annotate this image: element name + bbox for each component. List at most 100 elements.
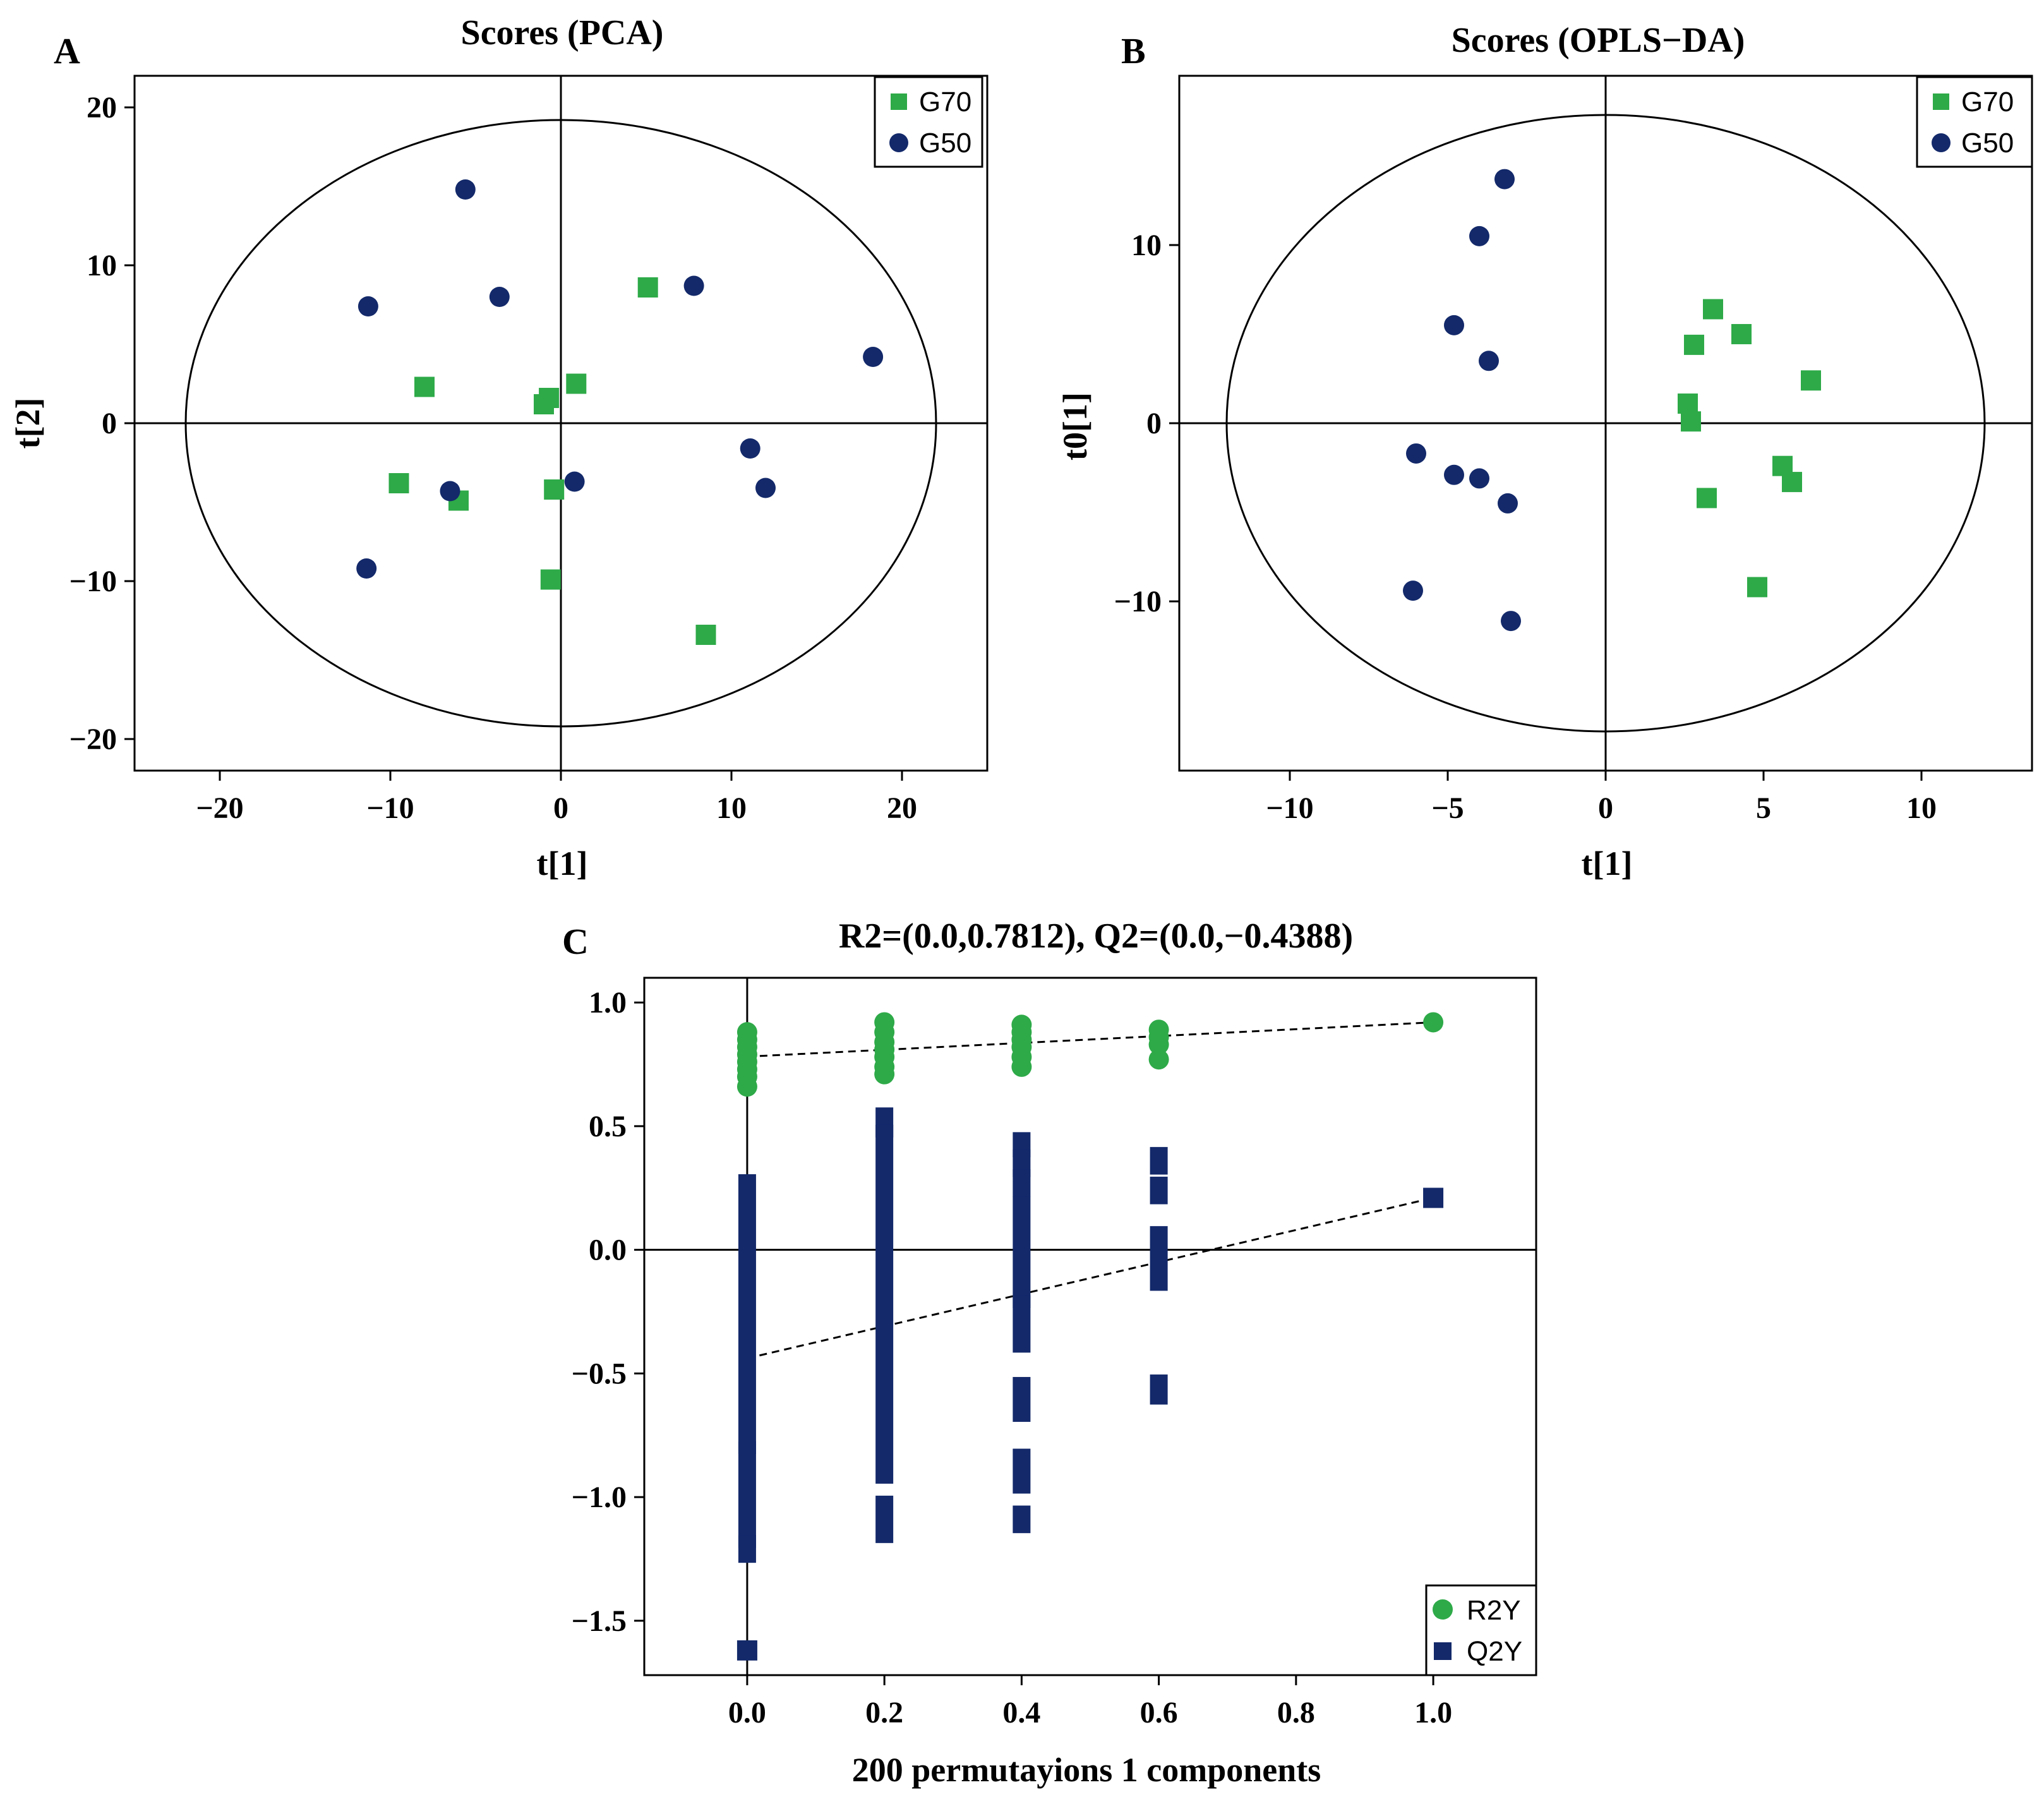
x-tick-label: 5 <box>1756 791 1771 825</box>
point-g50 <box>683 275 704 296</box>
y-tick-label: −20 <box>69 723 117 756</box>
panel-b-legend-box <box>1916 76 2033 168</box>
point-q2y <box>1423 1188 1444 1208</box>
x-tick-label: 10 <box>1906 791 1937 825</box>
x-tick-label: 0.4 <box>1002 1696 1040 1729</box>
point-g70 <box>1684 334 1704 355</box>
point-g50 <box>863 347 884 367</box>
panel-b-plot: −10 −5 0 5 10 −10 0 10 <box>1114 75 2033 825</box>
point-band-q2y <box>875 1495 894 1543</box>
point-g70 <box>388 473 409 493</box>
y-tick-label: 1.0 <box>589 986 627 1019</box>
y-tick-label: −10 <box>69 565 117 598</box>
point-band-q2y <box>875 1124 894 1484</box>
panel-a-plot: −20 −10 0 10 20 −20 −10 0 10 20 <box>69 75 989 825</box>
point-band-q2y <box>1013 1448 1031 1494</box>
point-band-q2y <box>1150 1176 1168 1205</box>
panel-b-title: Scores (OPLS−DA) <box>1452 21 1745 60</box>
point-band-q2y <box>738 1441 756 1548</box>
hotelling-ellipse <box>184 119 937 728</box>
point-g50 <box>1501 611 1521 632</box>
hotelling-ellipse <box>1225 114 1986 733</box>
point-r2y <box>1148 1049 1169 1070</box>
x-tick-label: −20 <box>196 791 243 825</box>
point-g70 <box>1681 411 1701 432</box>
y-tick-label: −10 <box>1114 585 1162 618</box>
y-tick-label: 0 <box>102 407 117 440</box>
point-g50 <box>440 481 460 502</box>
point-g70 <box>637 277 658 298</box>
point-g70 <box>566 373 587 394</box>
panel-b: B Scores (OPLS−DA) t[1] t0[1] −10 −5 0 5 10−… <box>1056 21 2033 882</box>
y-tick-label: 0.0 <box>589 1234 627 1267</box>
point-g70 <box>544 479 565 500</box>
point-g70 <box>1697 488 1717 508</box>
regression-line-q2y <box>747 1196 1434 1359</box>
point-g70 <box>1678 393 1698 414</box>
panel-b-xlabel: t[1] <box>1582 845 1633 882</box>
point-band-q2y <box>1013 1295 1031 1353</box>
point-g50 <box>1494 169 1515 189</box>
regression-line-r2y <box>747 1021 1434 1058</box>
point-band-q2y <box>1013 1376 1031 1422</box>
x-tick-label: 0 <box>1598 791 1613 825</box>
point-g70 <box>534 394 554 414</box>
x-tick-label: −10 <box>1266 791 1313 825</box>
y-tick-label: 20 <box>87 91 117 124</box>
panel-a-letter: A <box>54 30 80 71</box>
point-g50 <box>1444 464 1464 485</box>
point-q2y <box>736 1640 757 1661</box>
point-band-q2y <box>738 1535 756 1563</box>
y-tick-label: 0 <box>1146 407 1162 440</box>
point-r2y <box>736 1022 757 1043</box>
point-r2y <box>1148 1019 1169 1040</box>
point-g50 <box>1406 443 1426 464</box>
legend-r2y-swatch <box>1433 1599 1453 1620</box>
point-g50 <box>356 558 377 579</box>
point-band-q2y <box>1150 1226 1168 1291</box>
point-g50 <box>1469 468 1489 489</box>
point-g70 <box>1703 299 1723 320</box>
legend-b-g70-label: G70 <box>1961 87 2014 117</box>
point-r2y <box>1011 1014 1032 1035</box>
legend-q2y-label: Q2Y <box>1467 1636 1522 1667</box>
panel-a-ylabel: t[2] <box>9 398 47 449</box>
plot-frame <box>643 977 1537 1676</box>
point-g50 <box>1469 226 1489 246</box>
panel-a-xlabel: t[1] <box>537 845 588 882</box>
point-band-q2y <box>1013 1196 1031 1308</box>
y-tick-label: 0.5 <box>589 1110 627 1143</box>
y-tick-label: −0.5 <box>572 1357 627 1390</box>
x-tick-label: 10 <box>716 791 747 825</box>
legend-b-g70-swatch <box>1933 93 1949 110</box>
x-tick-label: 0.6 <box>1140 1696 1178 1729</box>
panel-c-title: R2=(0.0,0.7812), Q2=(0.0,−0.4388) <box>839 917 1353 956</box>
x-tick-label: 0.0 <box>728 1696 766 1729</box>
panel-a: A Scores (PCA) t[1] t[2] −20 −10 0 10 20−20−… <box>9 13 989 882</box>
legend-g50-swatch <box>889 133 908 152</box>
point-g50 <box>755 478 776 498</box>
point-g50 <box>1498 493 1518 514</box>
x-tick-label: 0.8 <box>1277 1696 1315 1729</box>
panel-a-legend-box <box>874 76 983 168</box>
point-g70 <box>1801 370 1821 391</box>
point-band-q2y <box>738 1174 756 1454</box>
point-g50 <box>1444 315 1464 335</box>
point-g50 <box>358 296 378 316</box>
point-g70 <box>695 625 716 645</box>
point-g50 <box>1403 580 1423 601</box>
point-r2y <box>1423 1012 1444 1033</box>
y-tick-label: −1.5 <box>572 1604 627 1638</box>
panel-b-letter: B <box>1121 30 1146 71</box>
legend-g50-label: G50 <box>919 128 971 159</box>
legend-b-g50-swatch <box>1932 133 1951 152</box>
point-band-q2y <box>1150 1146 1168 1175</box>
panel-a-legend: G70 G50 <box>874 76 983 168</box>
point-g70 <box>1747 577 1767 598</box>
point-g50 <box>455 179 476 200</box>
panel-c-xlabel: 200 permutayions 1 components <box>852 1751 1321 1789</box>
legend-b-g50-label: G50 <box>1961 128 2014 159</box>
legend-r2y-label: R2Y <box>1467 1595 1521 1626</box>
panel-c: C R2=(0.0,0.7812), Q2=(0.0,−0.4388) 200 … <box>562 917 1537 1789</box>
